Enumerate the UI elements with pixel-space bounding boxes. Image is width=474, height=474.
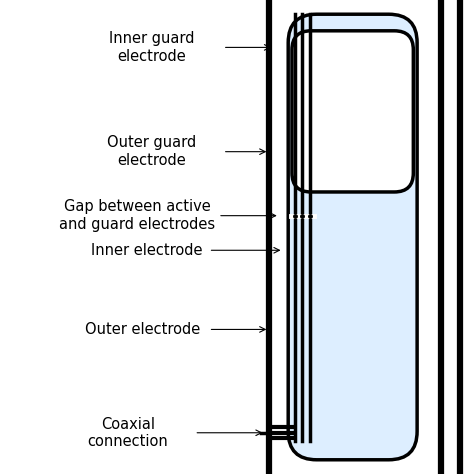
Text: Outer guard
electrode: Outer guard electrode xyxy=(107,136,196,168)
Text: Gap between active
and guard electrodes: Gap between active and guard electrodes xyxy=(59,200,216,232)
Text: Outer electrode: Outer electrode xyxy=(84,322,200,337)
Text: Inner guard
electrode: Inner guard electrode xyxy=(109,31,194,64)
Text: Coaxial
connection: Coaxial connection xyxy=(88,417,168,449)
Text: Inner electrode: Inner electrode xyxy=(91,243,203,258)
FancyBboxPatch shape xyxy=(288,14,417,460)
FancyBboxPatch shape xyxy=(292,31,413,192)
